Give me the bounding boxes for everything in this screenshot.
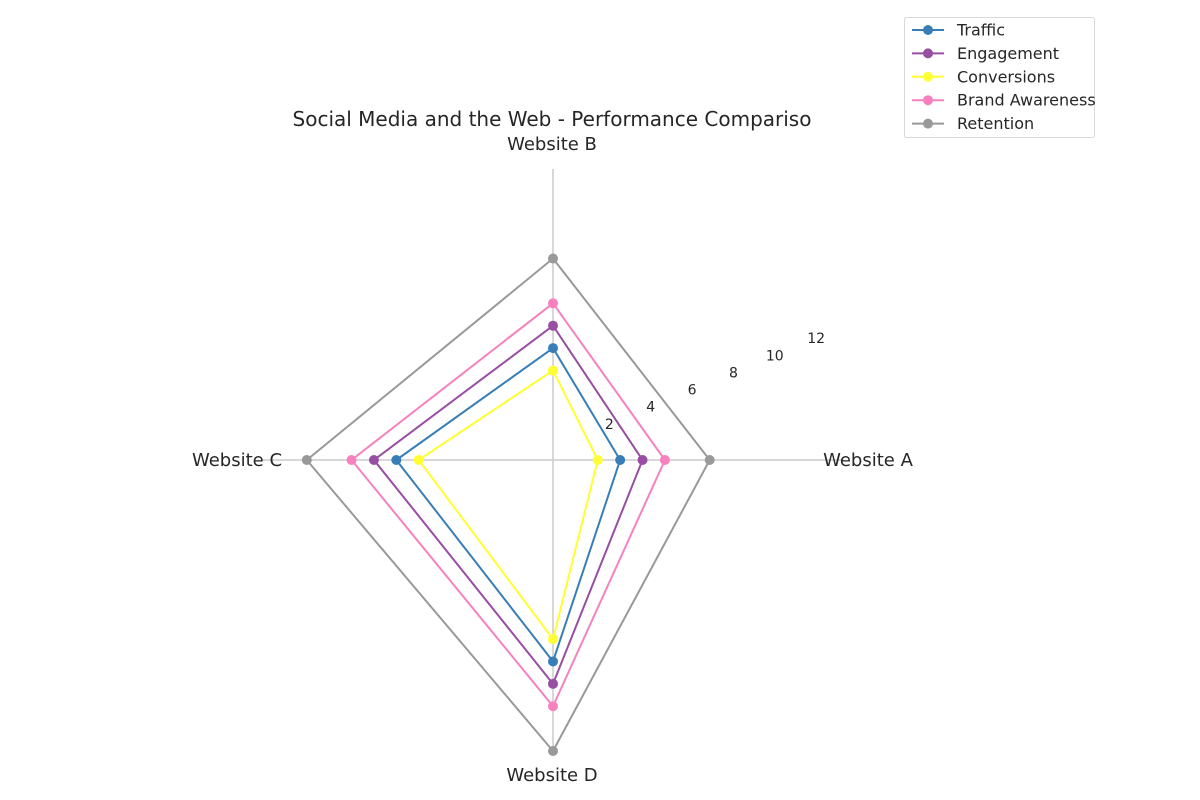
radial-tick-label: 12 (807, 331, 825, 347)
legend-item-brand-awareness: Brand Awareness (912, 91, 1096, 110)
series-line (417, 369, 599, 641)
legend-marker (923, 118, 933, 129)
data-point (659, 455, 670, 465)
legend-item-engagement: Engagement (912, 44, 1059, 63)
radial-tick-label: 10 (766, 348, 784, 364)
chart-title: Social Media and the Web - Performance C… (293, 107, 812, 131)
series-engagement (368, 320, 648, 689)
legend-item-retention: Retention (912, 114, 1034, 133)
legend-label: Retention (957, 114, 1034, 133)
legend-label: Engagement (957, 44, 1059, 63)
radial-tick-label: 6 (688, 383, 697, 399)
data-point (548, 298, 558, 309)
radial-tick-label: 4 (646, 400, 655, 416)
data-point (548, 746, 558, 756)
axis-label-website-c: Website C (192, 450, 282, 471)
legend-marker (923, 48, 933, 59)
axis-label-website-b: Website B (507, 134, 597, 155)
data-point (301, 455, 312, 465)
legend-marker (923, 25, 933, 35)
series-conversions (413, 365, 603, 645)
data-point (548, 634, 558, 645)
radial-tick-label: 8 (729, 365, 738, 381)
axis-label-website-d: Website D (506, 765, 597, 786)
data-point (615, 455, 626, 465)
legend-label: Conversions (957, 67, 1055, 86)
data-point (548, 678, 558, 689)
legend-marker (923, 71, 933, 82)
data-point (548, 343, 558, 354)
series-line (305, 257, 711, 752)
radial-tick-label: 2 (605, 417, 614, 433)
legend-label: Brand Awareness (957, 91, 1096, 110)
data-point (413, 455, 424, 465)
data-point (637, 455, 648, 465)
legend-frame (904, 17, 1095, 138)
data-point (346, 455, 357, 465)
series-line (350, 302, 666, 708)
legend-item-conversions: Conversions (912, 67, 1055, 86)
data-point (548, 253, 558, 264)
series-brand-awareness (346, 298, 670, 712)
legend-item-traffic: Traffic (912, 21, 1005, 40)
data-point (592, 455, 603, 465)
series-traffic (391, 343, 626, 667)
data-point (391, 455, 402, 465)
series-retention (301, 253, 715, 756)
legend-marker (923, 95, 933, 106)
data-point (548, 365, 558, 376)
legend-label: Traffic (956, 21, 1005, 40)
data-point (704, 455, 715, 465)
data-point (548, 701, 558, 712)
data-point (548, 656, 558, 667)
data-point (548, 320, 558, 331)
data-point (368, 455, 379, 465)
axis-label-website-a: Website A (823, 450, 913, 471)
legend: Traffic Engagement Conversions Brand Awaren… (904, 17, 1096, 138)
